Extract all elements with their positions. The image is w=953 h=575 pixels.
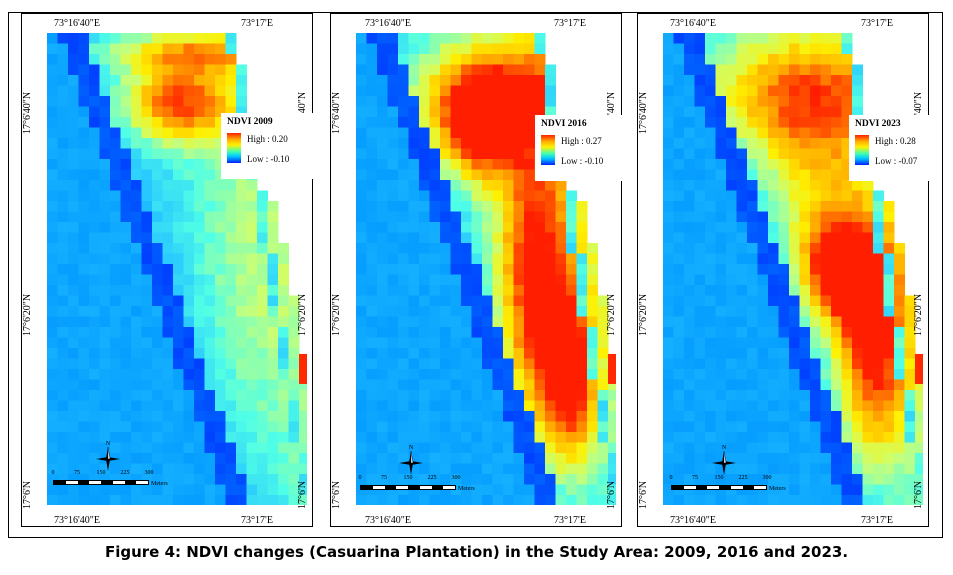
legend-high-label: High : 0.20 [247,134,288,144]
scale-tick-label: 300 [144,470,154,476]
scale-unit: Meters [458,486,475,492]
scale-tick-label: 75 [692,475,698,481]
figure-caption: Figure 4: NDVI changes (Casuarina Planta… [104,543,849,561]
ndvi-map-panel-2016: 73°16'40"E 73°17'E 73°16'40"E 73°17'E 17… [330,13,627,527]
ndvi-legend: NDVI 2023 High : 0.28 Low : -0.07 [849,115,941,181]
lon-label-top-left: 73°16'40"E [670,18,716,29]
legend-high-label: High : 0.27 [561,136,602,146]
lon-label-bottom-left: 73°16'40"E [670,515,716,526]
ndvi-legend: NDVI 2016 High : 0.27 Low : -0.10 [535,115,627,181]
ndvi-raster-2023 [663,33,923,505]
north-label: N [106,441,111,447]
scale-tick-label: 225 [427,475,437,481]
ndvi-map-panel-2023: 73°16'40"E 73°17'E 73°16'40"E 73°17'E 17… [637,13,941,527]
lon-label-bottom-right: 73°17'E [241,515,273,526]
scale-tick-label: 0 [358,475,362,481]
lon-label-bottom-left: 73°16'40"E [54,515,100,526]
lat-label-left-bottom: 17°6'N [22,480,33,510]
north-arrow-icon: N [396,443,426,477]
scale-bar-segments [360,485,456,490]
figure-frame: 73°16'40"E 73°17'E 73°16'40"E 73°17'E 17… [8,12,943,538]
lat-label-left-top: 17°6'40"N [331,91,342,135]
lat-label-left-top: 17°6'40"N [22,91,33,135]
lon-label-bottom-right: 73°17'E [554,515,586,526]
scale-bar: 0 75 150 225 300 Meters [358,475,475,505]
scale-tick-label: 225 [120,470,130,476]
scale-tick-label: 300 [762,475,772,481]
north-label: N [409,445,414,451]
legend-color-ramp [541,135,555,165]
lat-label-right-mid: 17°6'20"N [913,293,924,337]
scale-tick-label: 0 [51,470,55,476]
north-label: N [722,445,727,451]
scale-tick-label: 75 [381,475,387,481]
legend-title: NDVI 2009 [227,117,273,127]
scale-tick-label: 0 [669,475,673,481]
lat-label-right-bottom: 17°6'N [606,480,617,510]
legend-color-ramp [227,133,241,163]
lat-label-left-top: 17°6'40"N [638,91,649,135]
legend-color-ramp [855,135,869,165]
scale-unit: Meters [769,486,786,492]
lat-label-left-bottom: 17°6'N [331,480,342,510]
lon-label-top-left: 73°16'40"E [365,18,411,29]
lat-label-left-mid: 17°6'20"N [638,293,649,337]
legend-title: NDVI 2016 [541,119,587,129]
scale-bar-segments [53,480,149,485]
legend-low-label: Low : -0.10 [247,154,290,164]
lon-label-top-right: 73°17'E [861,18,893,29]
lon-label-top-right: 73°17'E [554,18,586,29]
lat-label-left-bottom: 17°6'N [638,480,649,510]
lon-label-top-left: 73°16'40"E [54,18,100,29]
lat-label-right-mid: 17°6'20"N [606,293,617,337]
scale-bar-segments [671,485,767,490]
lon-label-bottom-left: 73°16'40"E [365,515,411,526]
legend-high-label: High : 0.28 [875,136,916,146]
scale-tick-label: 150 [714,475,724,481]
north-arrow-icon: N [709,443,739,477]
scale-tick-label: 150 [96,470,106,476]
scale-unit: Meters [151,481,168,487]
scale-tick-label: 75 [74,470,80,476]
lat-label-left-mid: 17°6'20"N [331,293,342,337]
north-arrow-icon: N [93,439,123,473]
lon-label-top-right: 73°17'E [241,18,273,29]
scale-bar: 0 75 150 225 300 Meters [51,470,168,500]
scale-bar: 0 75 150 225 300 Meters [669,475,786,505]
ndvi-legend: NDVI 2009 High : 0.20 Low : -0.10 [221,113,313,179]
legend-low-label: Low : -0.10 [561,156,604,166]
scale-tick-label: 225 [738,475,748,481]
ndvi-raster-2009 [47,33,307,505]
scale-tick-label: 150 [403,475,413,481]
legend-title: NDVI 2023 [855,119,901,129]
lat-label-right-bottom: 17°6'N [297,480,308,510]
lat-label-right-bottom: 17°6'N [913,480,924,510]
legend-low-label: Low : -0.07 [875,156,918,166]
ndvi-map-panel-2009: 73°16'40"E 73°17'E 73°16'40"E 73°17'E 17… [21,13,313,527]
lat-label-right-mid: 17°6'20"N [297,293,308,337]
scale-tick-label: 300 [451,475,461,481]
lon-label-bottom-right: 73°17'E [861,515,893,526]
lat-label-left-mid: 17°6'20"N [22,293,33,337]
ndvi-raster-2016 [356,33,616,505]
